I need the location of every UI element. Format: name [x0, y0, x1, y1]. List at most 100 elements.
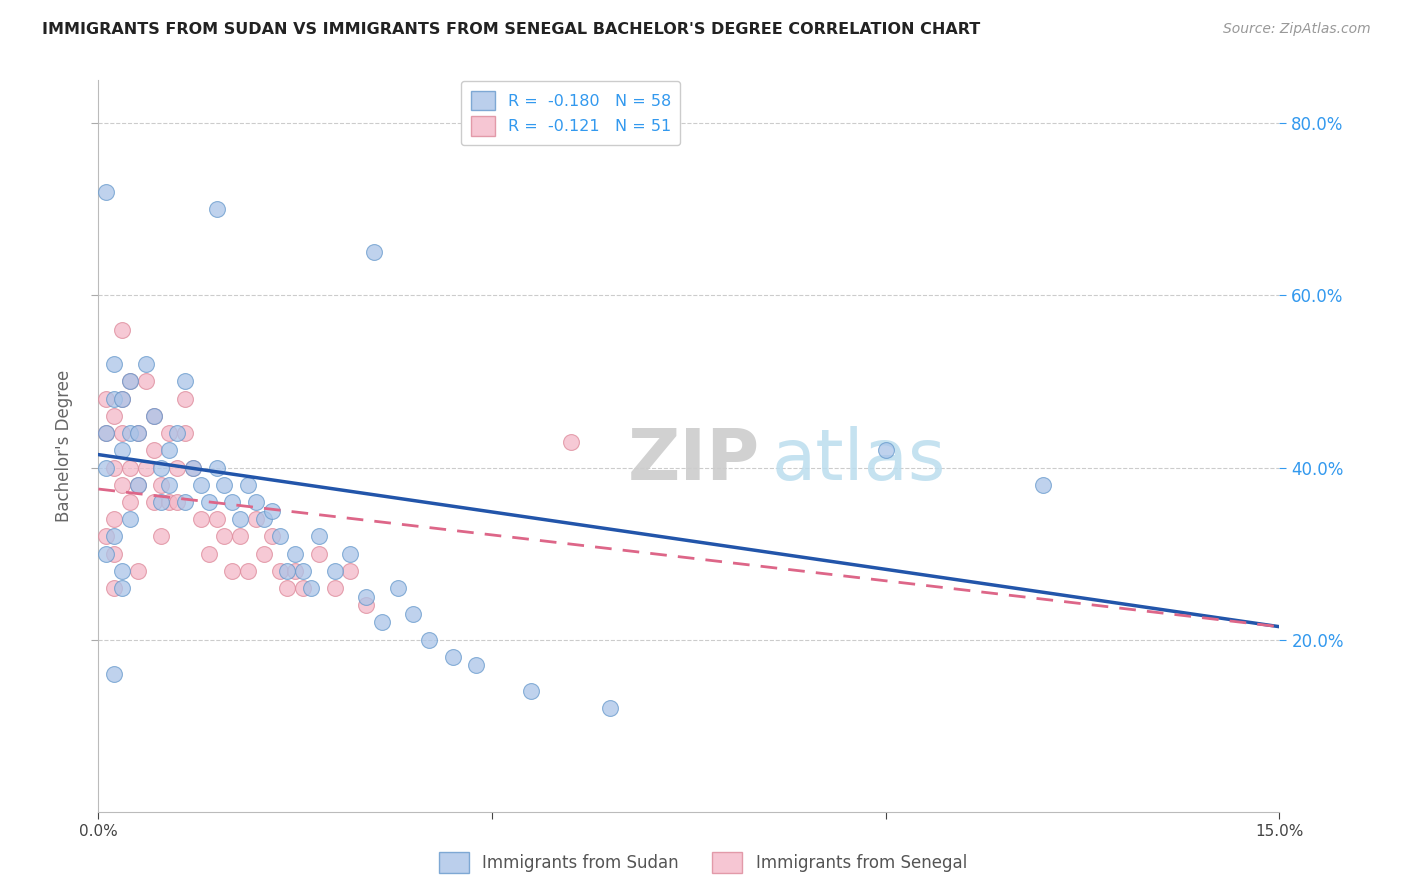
Point: [103, 667, 125, 681]
Point: [96, 460, 118, 475]
Point: [236, 564, 259, 578]
Point: [166, 460, 188, 475]
Point: [157, 426, 180, 441]
Point: [103, 357, 125, 371]
Point: [118, 375, 141, 389]
Point: [260, 529, 283, 543]
Point: [229, 529, 252, 543]
Point: [181, 460, 204, 475]
Point: [520, 684, 543, 698]
Point: [103, 529, 125, 543]
Text: atlas: atlas: [772, 426, 946, 495]
Point: [111, 477, 134, 491]
Point: [118, 426, 141, 441]
Point: [181, 460, 204, 475]
Point: [103, 512, 125, 526]
Point: [111, 564, 134, 578]
Point: [236, 477, 259, 491]
Point: [174, 375, 197, 389]
Text: ZIP: ZIP: [627, 426, 759, 495]
Point: [292, 564, 315, 578]
Point: [441, 649, 464, 664]
Point: [166, 426, 188, 441]
Point: [157, 495, 180, 509]
Point: [111, 392, 134, 406]
Text: IMMIGRANTS FROM SUDAN VS IMMIGRANTS FROM SENEGAL BACHELOR'S DEGREE CORRELATION C: IMMIGRANTS FROM SUDAN VS IMMIGRANTS FROM…: [42, 22, 980, 37]
Point: [142, 409, 165, 423]
Point: [253, 547, 276, 561]
Point: [127, 426, 149, 441]
Point: [174, 392, 197, 406]
Point: [253, 512, 276, 526]
Point: [205, 512, 228, 526]
Y-axis label: Bachelor's Degree: Bachelor's Degree: [55, 370, 73, 522]
Point: [118, 460, 141, 475]
Point: [197, 495, 219, 509]
Point: [96, 529, 118, 543]
Point: [127, 477, 149, 491]
Point: [1032, 477, 1054, 491]
Point: [111, 443, 134, 458]
Point: [111, 581, 134, 595]
Point: [103, 409, 125, 423]
Point: [599, 701, 621, 715]
Point: [157, 443, 180, 458]
Point: [284, 564, 307, 578]
Text: Source: ZipAtlas.com: Source: ZipAtlas.com: [1223, 22, 1371, 37]
Point: [402, 607, 425, 621]
Point: [150, 495, 173, 509]
Point: [229, 512, 252, 526]
Point: [118, 375, 141, 389]
Point: [157, 477, 180, 491]
Point: [142, 443, 165, 458]
Point: [142, 409, 165, 423]
Point: [308, 529, 330, 543]
Point: [174, 426, 197, 441]
Point: [111, 392, 134, 406]
Point: [205, 460, 228, 475]
Point: [150, 529, 173, 543]
Point: [276, 564, 298, 578]
Point: [166, 495, 188, 509]
Legend: R =  -0.180   N = 58, R =  -0.121   N = 51: R = -0.180 N = 58, R = -0.121 N = 51: [461, 81, 681, 145]
Point: [221, 564, 243, 578]
Point: [363, 245, 385, 260]
Point: [371, 615, 394, 630]
Point: [135, 460, 157, 475]
Point: [103, 460, 125, 475]
Point: [284, 547, 307, 561]
Point: [127, 564, 149, 578]
Legend: Immigrants from Sudan, Immigrants from Senegal: Immigrants from Sudan, Immigrants from S…: [433, 846, 973, 880]
Point: [127, 426, 149, 441]
Point: [354, 598, 377, 612]
Point: [354, 590, 377, 604]
Point: [308, 547, 330, 561]
Point: [127, 477, 149, 491]
Point: [96, 547, 118, 561]
Point: [339, 564, 361, 578]
Point: [260, 503, 283, 517]
Point: [111, 323, 134, 337]
Point: [96, 185, 118, 199]
Point: [245, 495, 267, 509]
Point: [135, 357, 157, 371]
Point: [103, 581, 125, 595]
Point: [135, 375, 157, 389]
Point: [339, 547, 361, 561]
Point: [560, 434, 582, 449]
Point: [387, 581, 409, 595]
Point: [96, 426, 118, 441]
Point: [103, 547, 125, 561]
Point: [197, 547, 219, 561]
Point: [174, 495, 197, 509]
Point: [465, 658, 488, 673]
Point: [269, 564, 291, 578]
Point: [150, 477, 173, 491]
Point: [190, 477, 212, 491]
Point: [875, 443, 897, 458]
Point: [269, 529, 291, 543]
Point: [276, 581, 298, 595]
Point: [418, 632, 440, 647]
Point: [299, 581, 322, 595]
Point: [214, 477, 236, 491]
